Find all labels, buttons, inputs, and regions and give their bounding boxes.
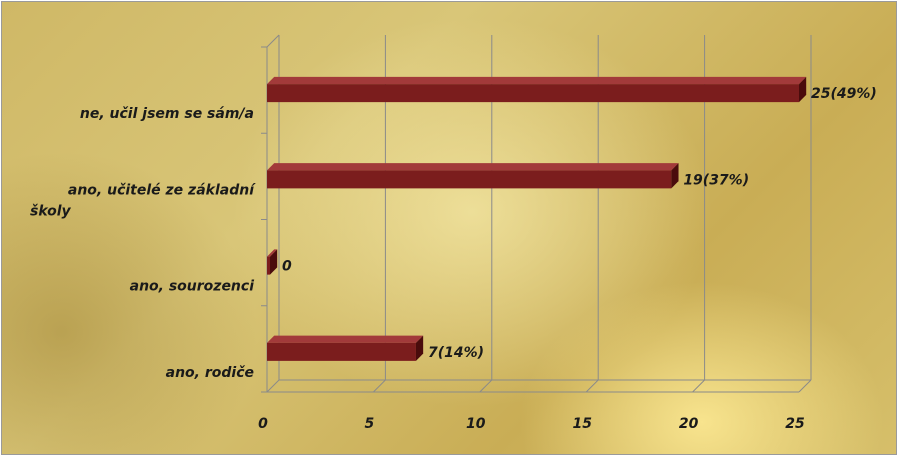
bar-top-face (267, 163, 679, 171)
x-tick-label: 15 (572, 416, 592, 432)
x-tick-label: 25 (785, 416, 805, 432)
data-label: 7(14%) (428, 345, 484, 361)
data-label: 19(37%) (683, 172, 749, 188)
bar-top-face (267, 249, 278, 257)
floor-gridline (266, 379, 280, 393)
bar-side-face (799, 76, 807, 103)
bar-side-face (671, 163, 679, 189)
x-tick-label: 5 (365, 416, 375, 432)
category-label: ano, učitelé ze základní školy (30, 182, 256, 219)
x-tick-label: 20 (679, 416, 699, 432)
floor-gridline (798, 379, 812, 393)
bar (267, 342, 416, 361)
floor-gridline (692, 379, 705, 393)
floor-gridline (373, 379, 386, 393)
bar-top-face (267, 335, 424, 343)
floor-gridline (479, 379, 493, 393)
data-label: 25(49%) (811, 86, 877, 102)
bar (267, 256, 270, 275)
x-tick-label: 0 (258, 416, 268, 432)
data-label: 0 (282, 259, 292, 275)
side-wall-top-edge (266, 34, 280, 48)
category-label: ano, sourozenci (130, 279, 255, 295)
category-label: ano, rodiče (166, 365, 254, 381)
bar-top-face (267, 76, 807, 85)
bar (267, 84, 799, 103)
bar (267, 170, 672, 189)
bar-side-face (270, 249, 278, 275)
category-label: ne, učil jsem se sám/a (80, 106, 254, 122)
x-tick-label: 10 (466, 416, 486, 432)
floor-gridline (585, 379, 599, 393)
bar-side-face (415, 335, 424, 361)
